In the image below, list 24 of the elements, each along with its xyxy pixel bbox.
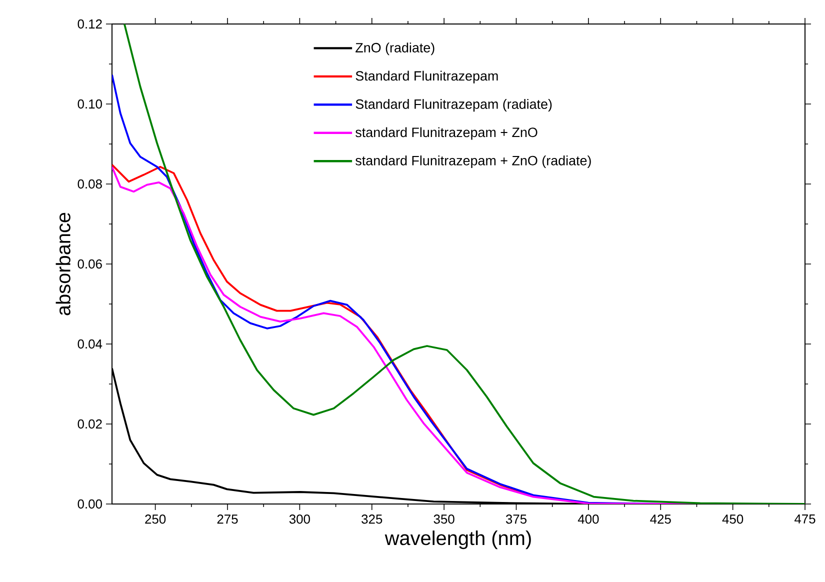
- x-tick-label: 275: [217, 514, 238, 524]
- y-tick-label: 0.02: [78, 419, 102, 429]
- x-tick-label: 250: [145, 514, 166, 524]
- legend-label: standard Flunitrazepam + ZnO (radiate): [356, 155, 591, 168]
- x-tick-label: 375: [506, 514, 527, 524]
- y-axis-title: absorbance: [56, 212, 70, 316]
- x-tick-label: 300: [289, 514, 310, 524]
- x-tick-label: 325: [362, 514, 382, 524]
- y-tick-label: 0.00: [78, 499, 102, 509]
- x-tick-label: 425: [650, 514, 671, 524]
- x-tick-label: 475: [794, 514, 816, 524]
- legend-label: standard Flunitrazepam + ZnO: [356, 127, 538, 140]
- y-tick-label: 0.12: [78, 19, 102, 29]
- x-tick-label: 450: [722, 514, 744, 524]
- y-tick-label: 0.06: [78, 259, 102, 269]
- y-tick-label: 0.04: [78, 339, 102, 349]
- legend-label: Standard Flunitrazepam (radiate): [356, 99, 552, 112]
- x-tick-label: 350: [434, 514, 454, 524]
- y-tick-label: 0.08: [78, 179, 102, 189]
- x-axis-title: wavelength (nm): [384, 530, 531, 550]
- y-tick-label: 0.10: [78, 99, 102, 109]
- legend-label: ZnO (radiate): [356, 42, 434, 56]
- legend-label: Standard Flunitrazepam: [356, 70, 498, 84]
- x-tick-label: 400: [578, 514, 599, 524]
